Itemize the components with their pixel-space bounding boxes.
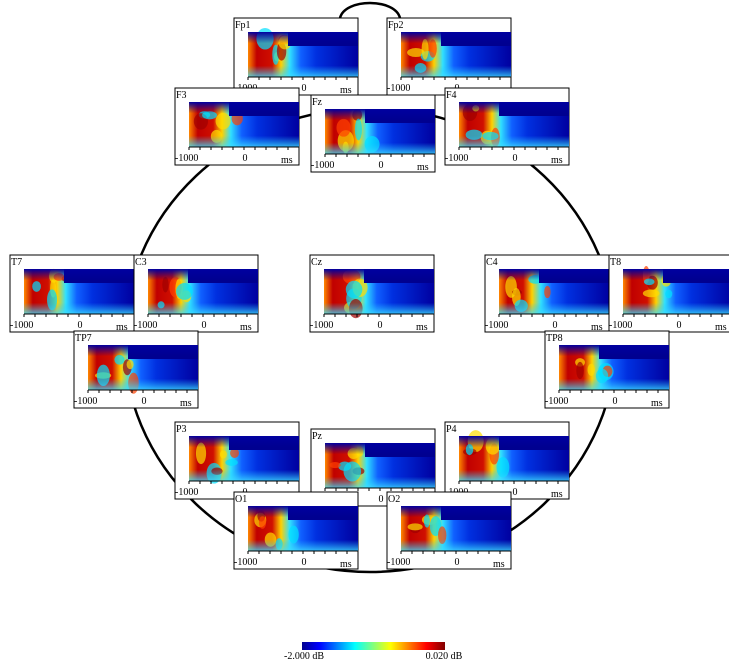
x-tick-label: -1000 [74, 396, 97, 407]
x-tick-label: -1000 [134, 320, 157, 331]
x-tick-label: -1000 [10, 320, 33, 331]
x-unit-label: ms [417, 162, 429, 173]
panel-label: P3 [176, 424, 187, 435]
heatmap-fade [88, 345, 198, 390]
x-tick-label: 0 [78, 320, 83, 331]
x-tick-label: -1000 [175, 153, 198, 164]
x-unit-label: ms [551, 155, 563, 166]
x-tick-label: 0 [455, 557, 460, 568]
x-tick-label: 0 [677, 320, 682, 331]
panel-label: C3 [135, 257, 147, 268]
x-unit-label: ms [651, 398, 663, 409]
x-unit-label: ms [340, 559, 352, 570]
colorbar [302, 642, 445, 650]
x-unit-label: ms [551, 489, 563, 500]
panel-label: F3 [176, 90, 187, 101]
heatmap-fade [24, 269, 134, 314]
panel-label: Fp2 [388, 20, 404, 31]
spectrogram-panel: O1 -1000 0 ms [234, 492, 358, 570]
heatmap-fade [148, 269, 258, 314]
colorbar-max-label: 0.020 dB [426, 651, 463, 662]
heatmap-fade [248, 506, 358, 551]
x-tick-label: -1000 [485, 320, 508, 331]
panel-label: TP7 [75, 333, 92, 344]
panel-label: TP8 [546, 333, 563, 344]
heatmap-fade [499, 269, 609, 314]
heatmap-fade [459, 102, 569, 147]
x-tick-label: 0 [613, 396, 618, 407]
x-unit-label: ms [240, 322, 252, 333]
panel-label: O1 [235, 494, 247, 505]
colorbar-min-label: -2.000 dB [284, 651, 324, 662]
panels: Fp1 -1000 0 ms Fp2 -1000 0 ms F3 -1000 0 ms Fz -1000 0… [10, 18, 729, 570]
panel-label: T8 [610, 257, 621, 268]
heatmap-fade [324, 269, 434, 314]
x-unit-label: ms [281, 155, 293, 166]
heatmap-fade [189, 102, 299, 147]
heatmap-fade [401, 506, 511, 551]
heatmap-fade [459, 436, 569, 481]
panel-label: T7 [11, 257, 22, 268]
spectrogram-panel: F4 -1000 0 ms [445, 88, 569, 166]
x-unit-label: ms [340, 85, 352, 96]
x-tick-label: 0 [553, 320, 558, 331]
heatmap-fade [325, 443, 435, 488]
x-tick-label: -1000 [310, 320, 333, 331]
x-tick-label: -1000 [175, 487, 198, 498]
spectrogram-panel: TP7 -1000 0 ms [74, 331, 198, 409]
x-tick-label: 0 [243, 153, 248, 164]
spectrogram-panel: Fz -1000 0 ms [311, 95, 435, 173]
topoplot-figure: Fp1 -1000 0 ms Fp2 -1000 0 ms F3 -1000 0 ms Fz -1000 0… [0, 0, 729, 668]
heatmap-fade [189, 436, 299, 481]
x-tick-label: -1000 [387, 83, 410, 94]
panel-label: Fz [312, 97, 323, 108]
heatmap-fade [248, 32, 358, 77]
x-unit-label: ms [493, 559, 505, 570]
x-tick-label: -1000 [387, 557, 410, 568]
x-tick-label: 0 [379, 494, 384, 505]
x-tick-label: 0 [202, 320, 207, 331]
spectrogram-panel: F3 -1000 0 ms [175, 88, 299, 166]
panel-label: Pz [312, 431, 323, 442]
panel-label: P4 [446, 424, 457, 435]
x-tick-label: 0 [142, 396, 147, 407]
x-tick-label: 0 [378, 320, 383, 331]
spectrogram-panel: TP8 -1000 0 ms [545, 331, 669, 409]
panel-label: Fp1 [235, 20, 251, 31]
x-tick-label: 0 [302, 83, 307, 94]
heatmap-fade [325, 109, 435, 154]
x-tick-label: 0 [379, 160, 384, 171]
heatmap-fade [559, 345, 669, 390]
x-tick-label: -1000 [311, 160, 334, 171]
x-tick-label: 0 [513, 153, 518, 164]
panel-label: Cz [311, 257, 323, 268]
x-tick-label: 0 [513, 487, 518, 498]
panel-label: C4 [486, 257, 498, 268]
x-tick-label: -1000 [545, 396, 568, 407]
spectrogram-panel: O2 -1000 0 ms [387, 492, 511, 570]
x-tick-label: -1000 [234, 557, 257, 568]
panel-label: F4 [446, 90, 457, 101]
x-tick-label: -1000 [609, 320, 632, 331]
spectrogram-panel: Cz -1000 0 ms [310, 255, 434, 333]
x-tick-label: -1000 [445, 153, 468, 164]
spectrogram-panel: C3 -1000 0 ms [134, 255, 258, 333]
heatmap-fade [401, 32, 511, 77]
x-tick-label: 0 [302, 557, 307, 568]
x-unit-label: ms [180, 398, 192, 409]
heatmap-fade [623, 269, 729, 314]
x-unit-label: ms [416, 322, 428, 333]
panel-label: O2 [388, 494, 400, 505]
x-unit-label: ms [715, 322, 727, 333]
spectrogram-panel: T8 -1000 0 ms [609, 255, 729, 333]
